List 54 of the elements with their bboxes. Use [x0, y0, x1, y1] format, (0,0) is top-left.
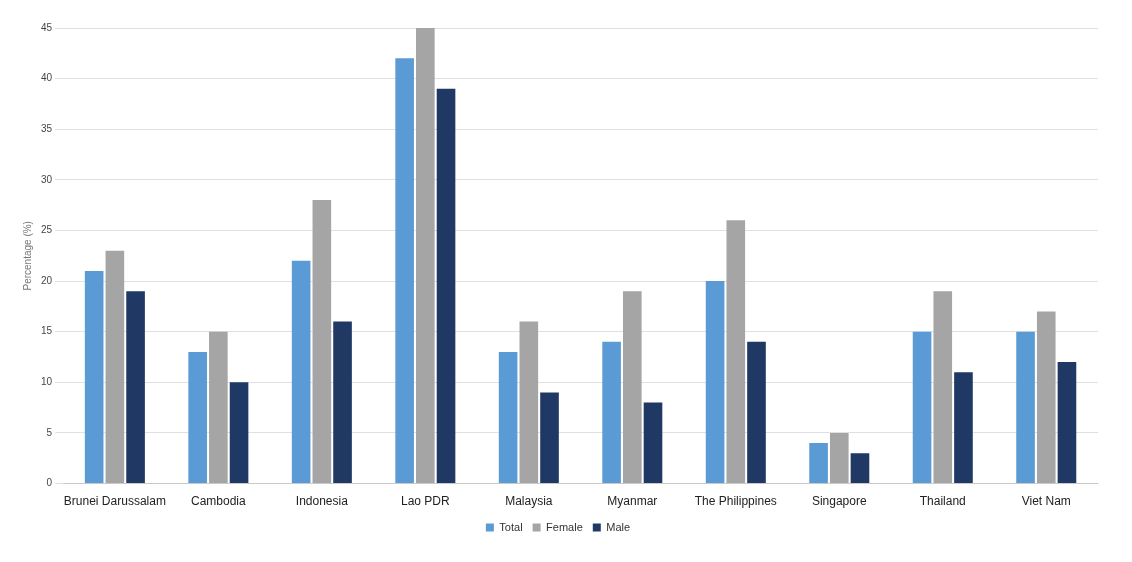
bar: [416, 28, 435, 484]
bar: [954, 372, 973, 484]
x-tick-label: The Philippines: [694, 494, 777, 509]
x-tick-label: Malaysia: [505, 494, 553, 509]
bar: [209, 331, 228, 484]
y-axis-title: Percentage (%): [21, 221, 33, 291]
bar: [829, 432, 849, 484]
bar: [540, 392, 559, 484]
bar: [1016, 331, 1035, 484]
x-tick-label: Cambodia: [191, 494, 247, 509]
y-tick-label: 0: [46, 477, 53, 489]
bar: [84, 270, 104, 484]
legend-label: Total: [499, 520, 523, 533]
x-tick-label: Indonesia: [295, 494, 349, 509]
x-tick-label: Thailand: [919, 494, 966, 509]
bar: [333, 321, 352, 484]
bar: [602, 341, 621, 484]
bar: [291, 260, 311, 484]
bar: [850, 453, 870, 484]
bar: [519, 321, 539, 484]
bar: [1057, 362, 1077, 484]
bar: [705, 281, 725, 484]
bar: [912, 331, 932, 484]
y-tick-label: 25: [41, 224, 53, 236]
y-tick-label: 45: [41, 21, 53, 33]
x-tick-label: Lao PDR: [400, 494, 450, 509]
bar: [747, 341, 766, 484]
legend-label: Female: [546, 520, 583, 533]
bar: [312, 200, 332, 484]
y-tick-label: 10: [41, 376, 53, 388]
bar: [809, 443, 828, 484]
bar: [229, 382, 249, 484]
bar: [395, 58, 414, 484]
x-tick-label: Singapore: [811, 494, 867, 509]
y-tick-label: 5: [46, 426, 53, 438]
bar: [105, 250, 125, 484]
bar: [933, 291, 953, 484]
y-tick-label: 30: [41, 173, 53, 185]
bar: [622, 291, 642, 484]
y-tick-label: 20: [41, 274, 53, 286]
bar: [1036, 311, 1056, 484]
y-tick-label: 35: [41, 122, 53, 134]
bar: [498, 351, 518, 484]
bar: [126, 291, 145, 484]
y-tick-label: 15: [41, 325, 53, 337]
x-tick-label: Brunei Darussalam: [63, 494, 166, 509]
x-tick-label: Myanmar: [607, 494, 658, 509]
x-tick-label: Viet Nam: [1021, 494, 1071, 509]
legend-label: Male: [606, 520, 631, 533]
y-tick-label: 40: [41, 72, 53, 84]
bar: [726, 220, 746, 484]
bar: [188, 351, 207, 484]
bar: [436, 88, 456, 484]
bar: [643, 402, 663, 484]
